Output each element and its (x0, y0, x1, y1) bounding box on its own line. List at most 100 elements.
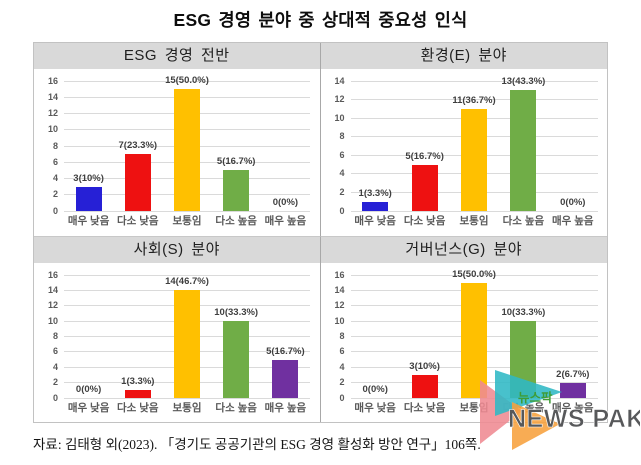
y-axis-tick-label: 6 (339, 346, 345, 357)
y-axis-tick-label: 8 (339, 131, 345, 142)
gridline (64, 80, 310, 82)
y-axis-tick-label: 6 (339, 149, 345, 160)
bar-다소 높음 (223, 170, 250, 211)
bar-다소 낮음 (124, 154, 151, 211)
bar-보통임 (461, 108, 487, 211)
y-axis-tick-label: 10 (47, 315, 58, 326)
y-axis-tick-label: 4 (339, 168, 345, 179)
gridline (350, 274, 598, 276)
y-axis-tick-label: 8 (52, 140, 58, 151)
source-citation: 자료: 김태형 외(2023). 「경기도 공공기관의 ESG 경영 활성화 방… (33, 437, 481, 452)
bar-보통임 (174, 89, 200, 211)
chart-social: 0 2 4 6 8 10 12 14 16 0(0%) 매우 낮음 1(3.3%) 다소 낮음 14(46… (34, 263, 320, 422)
y-axis-tick-label: 2 (52, 189, 58, 200)
x-axis-category-label: 다소 낮음 (403, 215, 446, 227)
panel-environment: 환경(E) 분야 0 2 4 6 8 10 12 14 1(3.3%) 매우 낮음 5(16.7%)… (320, 43, 608, 237)
x-axis-category-label: 매우 높음 (264, 402, 307, 414)
x-axis-category-label: 보통임 (459, 402, 489, 414)
panel-governance: 거버넌스(G) 분야 0 2 4 6 8 10 12 14 16 0(0%) 매우 낮음 3(10%)… (320, 237, 608, 422)
bar-value-label: 15(50.0%) (452, 268, 496, 280)
gridline (350, 210, 598, 212)
y-axis-tick-label: 6 (52, 156, 58, 167)
y-axis-tick-label: 16 (47, 269, 58, 280)
panel-social: 사회(S) 분야 0 2 4 6 8 10 12 14 16 0(0%) 매우 낮음 1(3.3%) 다… (34, 237, 321, 422)
x-axis-category-label: 매우 높음 (264, 215, 307, 227)
bar-다소 낮음 (411, 374, 438, 398)
y-axis-tick-label: 10 (47, 124, 58, 135)
y-axis-tick-label: 0 (339, 205, 345, 216)
y-axis-tick-label: 2 (52, 377, 58, 388)
y-axis-tick-label: 12 (334, 94, 345, 105)
y-axis-tick-label: 14 (47, 91, 58, 102)
y-axis-tick-label: 14 (334, 75, 345, 86)
bar-value-label: 7(23.3%) (118, 140, 158, 152)
panel-title-environment: 환경(E) 분야 (320, 43, 607, 69)
y-axis-tick-label: 8 (339, 331, 345, 341)
x-axis-category-label: 매우 낮음 (67, 402, 110, 414)
y-axis-tick-label: 12 (47, 300, 58, 311)
bar-value-label: 5(16.7%) (266, 345, 305, 357)
bar-value-label: 5(16.7%) (216, 156, 256, 168)
chart-environment: 0 2 4 6 8 10 12 14 1(3.3%) 매우 낮음 5(16.7%) 다소 낮음 11(3… (321, 69, 608, 235)
bar-매우 높음 (272, 359, 299, 398)
y-axis-tick-label: 10 (334, 315, 345, 326)
panel-esg-overall: ESG 경영 전반 0 2 4 6 8 10 12 14 16 3(10%) 매우 낮음 7(23.3… (34, 43, 321, 237)
y-axis-tick-label: 2 (339, 377, 345, 388)
bar-value-label: 0(0%) (75, 384, 102, 395)
y-axis-tick-label: 10 (334, 112, 345, 123)
y-axis-tick-label: 4 (52, 361, 58, 372)
gridline (64, 274, 310, 276)
y-axis-tick-label: 12 (334, 300, 345, 311)
y-axis-tick-label: 4 (52, 173, 58, 183)
x-axis-category-label: 보통임 (459, 215, 489, 227)
y-axis-tick-label: 4 (339, 361, 345, 372)
bar-매우 낮음 (75, 186, 102, 211)
x-axis-category-label: 다소 낮음 (403, 402, 446, 414)
x-axis-category-label: 보통임 (172, 215, 202, 227)
bar-value-label: 10(33.3%) (214, 307, 259, 319)
bar-value-label: 15(50.0%) (165, 75, 209, 87)
bar-value-label: 3(10%) (409, 360, 440, 372)
y-axis-tick-label: 0 (52, 205, 58, 216)
bar-value-label: 10(33.3%) (501, 307, 546, 319)
bar-다소 낮음 (124, 390, 151, 398)
x-axis-category-label: 다소 낮음 (117, 215, 159, 227)
y-axis-tick-label: 14 (47, 284, 58, 295)
x-axis-category-label: 다소 낮음 (117, 402, 159, 414)
y-axis-tick-label: 14 (334, 284, 345, 295)
bar-다소 높음 (223, 321, 250, 398)
bar-보통임 (174, 290, 200, 398)
x-axis-category-label: 다소 높음 (502, 402, 545, 414)
x-axis-category-label: 매우 높음 (552, 402, 594, 414)
x-axis-category-label: 매우 낮음 (354, 215, 396, 227)
y-axis-tick-label: 6 (52, 346, 58, 357)
bar-다소 높음 (510, 90, 537, 211)
chart-governance: 0 2 4 6 8 10 12 14 16 0(0%) 매우 낮음 3(10%) 다소 낮음 15(50.… (321, 263, 608, 422)
bar-value-label: 1(3.3%) (121, 376, 155, 388)
bar-value-label: 11(36.7%) (452, 94, 496, 106)
bar-value-label: 0(0%) (560, 197, 586, 208)
y-axis-tick-label: 12 (47, 108, 58, 118)
bar-value-label: 13(43.3%) (501, 76, 546, 88)
bar-다소 낮음 (411, 164, 438, 211)
page-title: ESG 경영 분야 중 상대적 중요성 인식 (173, 10, 468, 30)
gridline (350, 80, 598, 82)
bar-매우 낮음 (362, 201, 389, 211)
x-axis-category-label: 다소 높음 (215, 215, 257, 227)
bar-매우 높음 (559, 382, 586, 398)
chart-grid: ESG 경영 전반 0 2 4 6 8 10 12 14 16 3(10%) 매우 낮음 7(23.3… (33, 42, 608, 423)
bar-value-label: 2(6.7%) (556, 368, 590, 380)
bar-value-label: 5(16.7%) (405, 150, 444, 162)
x-axis-category-label: 보통임 (172, 402, 202, 414)
bar-value-label: 14(46.7%) (165, 276, 209, 288)
bar-value-label: 1(3.3%) (358, 187, 392, 199)
x-axis-category-label: 매우 낮음 (354, 402, 396, 414)
panel-title-social: 사회(S) 분야 (34, 237, 320, 263)
bar-value-label: 3(10%) (73, 172, 104, 184)
y-axis-tick-label: 0 (339, 392, 345, 403)
panel-title-esg-overall: ESG 경영 전반 (34, 43, 320, 69)
gridline (350, 99, 598, 101)
x-axis-category-label: 다소 높음 (502, 215, 545, 227)
bar-보통임 (461, 282, 487, 398)
x-axis-category-label: 매우 낮음 (67, 215, 110, 227)
